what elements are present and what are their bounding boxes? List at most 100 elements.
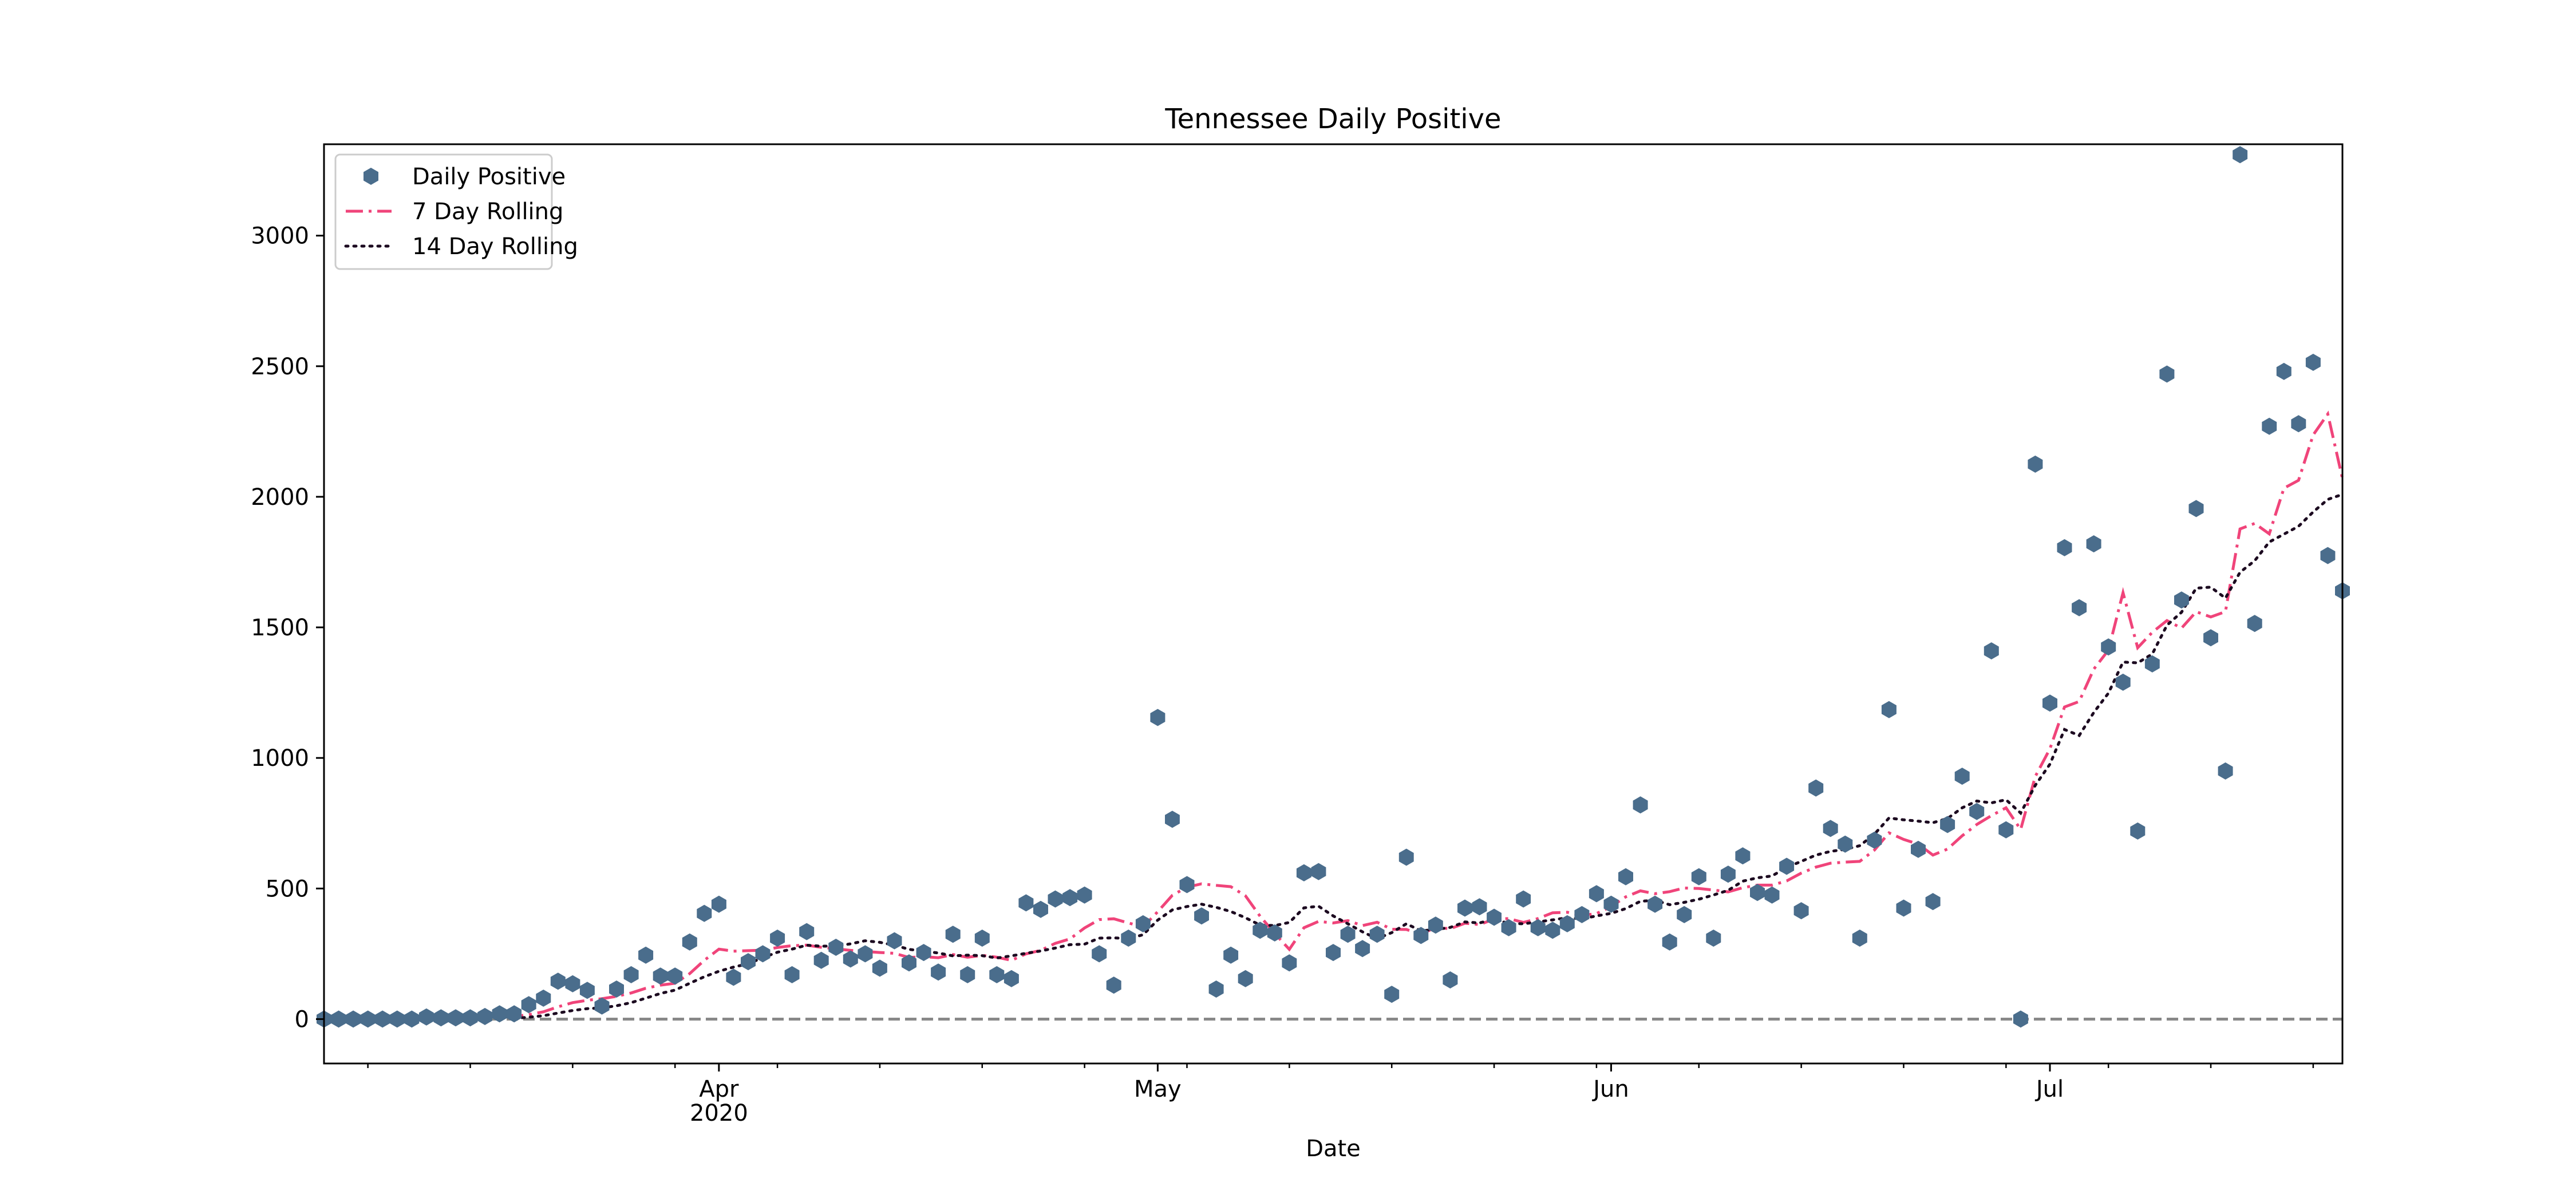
data-point: [1106, 976, 1121, 994]
plot-frame: [323, 143, 2344, 1065]
data-point: [1618, 868, 1633, 885]
data-point: [2086, 535, 2101, 553]
data-point: [843, 950, 858, 968]
data-point: [813, 951, 829, 969]
y-tick-label: 1500: [251, 615, 309, 641]
data-point: [1691, 868, 1706, 885]
data-point: [1135, 915, 1151, 932]
data-point: [2159, 365, 2175, 383]
legend: Daily Positive 7 Day Rolling 14 Day Rollin…: [334, 153, 578, 270]
data-point: [1852, 930, 1867, 947]
data-point: [974, 930, 990, 947]
data-point: [1720, 865, 1736, 883]
data-point: [1428, 916, 1443, 934]
chart-title: Tennessee Daily Positive: [1164, 103, 1501, 135]
data-point: [2247, 615, 2262, 632]
y-axis: 0 500 1000 1500 2000 2500 3000: [251, 223, 324, 1033]
data-point: [726, 968, 741, 986]
data-point: [1165, 810, 1180, 828]
data-point: [2233, 146, 2248, 164]
plot-area: [317, 143, 2350, 1065]
data-point: [2130, 822, 2146, 840]
series-line-1: [412, 410, 2344, 1021]
data-point: [492, 1005, 507, 1023]
data-point: [1413, 927, 1429, 944]
data-point: [1867, 831, 1882, 849]
y-tick-label: 0: [295, 1006, 309, 1033]
data-point: [609, 980, 624, 998]
data-point: [2262, 417, 2277, 435]
data-point: [1925, 893, 1941, 911]
data-point: [1911, 840, 1926, 858]
data-point: [346, 1010, 361, 1028]
data-point: [1793, 902, 1809, 920]
data-point: [1077, 886, 1092, 904]
data-point: [1633, 796, 1648, 814]
y-tick-label: 2000: [251, 484, 309, 511]
data-point: [2115, 673, 2131, 691]
data-point: [565, 975, 580, 993]
data-point: [1662, 933, 1677, 951]
data-point: [931, 963, 946, 981]
data-point: [1940, 816, 1955, 833]
data-point: [1457, 899, 1472, 917]
data-point: [2144, 655, 2160, 673]
data-point: [1779, 857, 1795, 875]
data-point: [1369, 926, 1385, 943]
data-point: [1881, 701, 1897, 718]
data-point: [1033, 900, 1048, 918]
data-point: [1150, 709, 1165, 726]
data-point: [2305, 354, 2321, 371]
data-point: [1808, 779, 1824, 797]
data-point: [1311, 863, 1326, 880]
data-point: [1706, 930, 1721, 947]
data-point: [653, 967, 668, 985]
data-point: [887, 932, 902, 950]
data-point: [1559, 915, 1575, 932]
data-point: [2188, 500, 2204, 517]
data-point: [1340, 926, 1356, 943]
data-point: [638, 946, 654, 964]
data-point: [989, 966, 1005, 983]
data-point: [1896, 899, 1911, 917]
data-point: [1954, 768, 1970, 785]
data-point: [755, 945, 771, 963]
legend-item: 7 Day Rolling: [346, 199, 563, 225]
data-point: [2042, 694, 2057, 712]
y-tick-label: 500: [266, 876, 309, 902]
data-point: [1253, 922, 1268, 939]
data-point: [1984, 642, 1999, 660]
data-point: [433, 1009, 449, 1027]
data-point: [945, 926, 961, 943]
data-point: [1589, 885, 1604, 903]
data-point: [1472, 898, 1487, 916]
data-point: [579, 982, 595, 999]
data-point: [1516, 890, 1531, 908]
x-tick-label: Jun: [1591, 1076, 1629, 1102]
data-point: [1750, 884, 1765, 902]
data-point: [2291, 415, 2306, 433]
legend-label: 14 Day Rolling: [412, 234, 578, 260]
legend-label: 7 Day Rolling: [412, 199, 563, 225]
data-point: [594, 997, 610, 1015]
data-point: [623, 966, 639, 983]
data-point: [1194, 907, 1209, 925]
data-point: [741, 953, 756, 971]
data-point: [2057, 539, 2072, 556]
data-point: [1764, 886, 1780, 904]
data-point: [1530, 919, 1546, 936]
data-point: [1487, 908, 1502, 926]
data-point: [389, 1010, 405, 1028]
data-point: [1603, 895, 1619, 913]
data-point: [1267, 924, 1282, 942]
data-point: [1092, 945, 1107, 963]
data-point: [404, 1010, 420, 1028]
data-point: [507, 1005, 522, 1023]
data-point: [1003, 970, 1019, 987]
data-point: [1208, 980, 1224, 998]
data-point: [536, 989, 551, 1007]
data-point: [1501, 919, 1516, 936]
data-point: [1223, 946, 1239, 964]
